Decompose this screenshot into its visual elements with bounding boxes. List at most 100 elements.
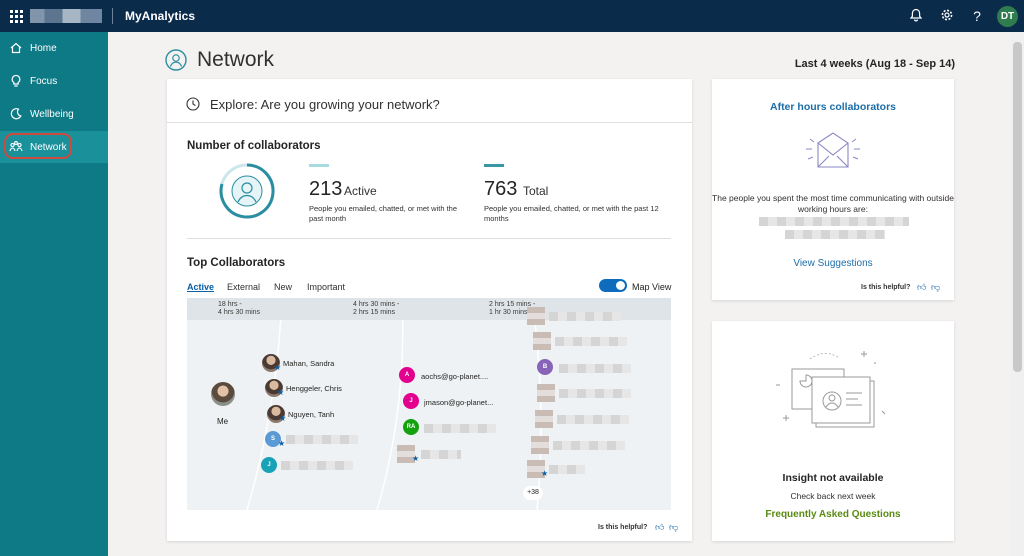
sidebar-item-label: Network [30,142,67,153]
thumbs-up-icon[interactable]: 👍︎ [917,282,927,292]
collaborator-node[interactable]: J [261,457,277,473]
collaborator-avatar[interactable] [527,307,545,325]
scrollbar[interactable] [1011,32,1024,556]
redacted-name [759,217,909,226]
collaborator-map: 18 hrs -4 hrs 30 mins 4 hrs 30 mins -2 h… [187,298,671,510]
after-hours-title: After hours collaborators [769,101,897,113]
collaborator-avatar[interactable] [527,460,545,478]
total-count: 763 [484,178,518,200]
after-hours-text: The people you spent the most time commu… [712,193,954,214]
collaborator-name[interactable]: Henggeler, Chris [286,384,342,393]
redacted-name [555,337,627,346]
sidebar: Home Focus Wellbeing Network [0,32,108,556]
collaborator-avatar[interactable] [533,332,551,350]
divider [167,122,692,123]
waffle-icon[interactable] [8,8,24,24]
network-icon [9,141,23,152]
network-card: Explore: Are you growing your network? N… [167,79,692,541]
help-icon[interactable]: ? [973,8,981,24]
home-icon [10,42,22,54]
collaborator-name[interactable]: aochs@go-planet.... [421,372,489,381]
top-bar: MyAnalytics ? DT [0,0,1024,32]
lightbulb-icon [11,74,21,87]
org-logo [30,9,102,23]
tab-active[interactable]: Active [187,282,215,292]
total-bar [484,164,504,167]
redacted-name [286,435,358,444]
band-label: 18 hrs -4 hrs 30 mins [218,301,261,316]
tab-important[interactable]: Important [307,282,346,292]
band-label: 2 hrs 15 mins -1 hr 30 mins [489,301,536,316]
redacted-name [785,230,885,239]
highlight-ring [4,133,72,159]
redacted-name [549,465,585,474]
redacted-name [559,364,631,373]
bell-icon[interactable] [908,8,924,24]
tab-new[interactable]: New [274,282,293,292]
star-icon: ★ [278,439,286,448]
map-view-toggle[interactable] [599,279,627,292]
collaborator-avatar[interactable] [531,436,549,454]
moon-icon [10,108,22,120]
redacted-name [559,389,631,398]
collaborator-avatar[interactable] [397,445,415,463]
star-icon: ★ [412,454,420,463]
collaborator-avatar[interactable] [265,379,283,397]
collaborator-avatar[interactable] [537,384,555,402]
active-label: Active [344,184,377,198]
sidebar-item-wellbeing[interactable]: Wellbeing [0,98,108,130]
collaborator-node[interactable]: J [403,393,419,409]
app-title[interactable]: MyAnalytics [125,9,196,23]
collaborator-node[interactable]: A [399,367,415,383]
helpful-prompt: Is this helpful? [598,524,648,531]
insight-illustration-icon [776,351,886,428]
me-label: Me [217,417,229,426]
sidebar-item-label: Focus [30,76,58,87]
more-collaborators-badge[interactable]: +38 [523,486,543,500]
thumbs-down-icon[interactable]: 👎︎ [931,282,941,292]
tab-external[interactable]: External [227,282,261,292]
helpful-prompt: Is this helpful? [861,284,911,291]
collaborator-node[interactable]: RA [403,419,419,435]
redacted-name [557,415,629,424]
date-range: Last 4 weeks (Aug 18 - Sep 14) [794,58,955,70]
redacted-name [553,441,625,450]
faq-link[interactable]: Frequently Asked Questions [765,509,901,520]
active-bar [309,164,329,167]
page-title: Network [197,48,275,71]
collaborator-avatar[interactable] [267,405,285,423]
view-suggestions-link[interactable]: View Suggestions [793,258,873,269]
collaborator-name[interactable]: Nguyen, Tanh [288,410,335,419]
sidebar-item-network[interactable]: Network [0,131,108,163]
avatar[interactable]: DT [997,6,1018,27]
total-description: People you emailed, chatted, or met with… [484,204,659,223]
sidebar-item-focus[interactable]: Focus [0,65,108,97]
collaborator-node[interactable]: B [537,359,553,375]
sidebar-item-home[interactable]: Home [0,32,108,64]
active-description: People you emailed, chatted, or met with… [309,204,458,223]
total-label: Total [523,184,549,198]
insight-text: Check back next week [790,491,876,501]
star-icon: ★ [274,363,282,372]
collaborators-title: Number of collaborators [187,140,321,152]
thumbs-up-icon[interactable]: 👍︎ [655,522,665,532]
explore-heading: Explore: Are you growing your network? [210,97,440,112]
gear-icon[interactable] [939,8,955,24]
redacted-name [421,450,461,459]
insight-card: Insight not available Check back next we… [712,321,954,541]
me-avatar[interactable] [211,382,235,406]
collaborator-avatar[interactable] [262,354,280,372]
map-view-label: Map View [632,282,672,292]
redacted-name [424,424,496,433]
divider [187,238,671,239]
sidebar-item-label: Wellbeing [30,109,74,120]
star-icon: ★ [277,388,285,397]
star-icon: ★ [541,469,549,478]
scrollbar-thumb[interactable] [1013,42,1022,372]
collaborator-name[interactable]: jmason@go-planet... [424,398,494,407]
collaborator-name[interactable]: Mahan, Sandra [283,359,335,368]
collaborator-node[interactable]: S [265,431,281,447]
thumbs-down-icon[interactable]: 👎︎ [669,522,679,532]
collaborator-avatar[interactable] [535,410,553,428]
top-collaborators-title: Top Collaborators [187,257,286,269]
